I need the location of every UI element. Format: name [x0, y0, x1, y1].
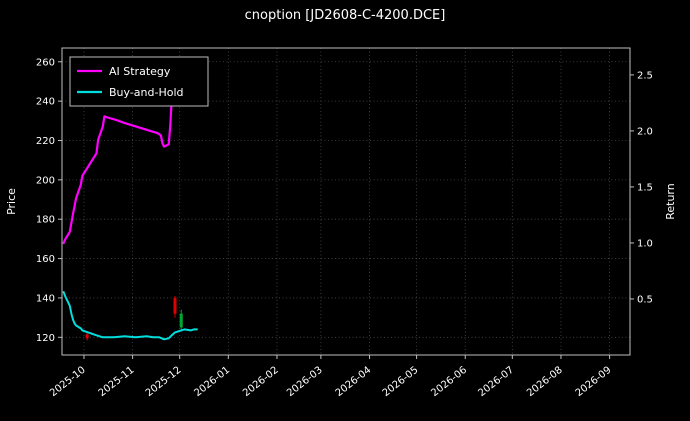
plot-border: [61, 47, 631, 356]
legend-item: Buy-and-Hold: [77, 86, 184, 99]
y-tick-label-right: 0.5: [637, 294, 653, 305]
y-axis-label-left: Price: [5, 188, 18, 215]
y-tick-label-left: 140: [36, 293, 55, 304]
buy-signal-body: [179, 313, 183, 328]
y-axis-right: 0.5 1.0 1.5 2.0 2.5 Return: [630, 70, 677, 305]
y-tick-label-right: 1.5: [637, 182, 653, 193]
y-tick-label-left: 220: [36, 136, 55, 147]
y-tick-label-left: 120: [36, 333, 55, 344]
x-tick-label: 2026-04: [334, 365, 374, 399]
x-tick-label: 2026-09: [574, 365, 614, 399]
sell-signal-body: [173, 297, 177, 314]
x-tick-label: 2025-12: [144, 365, 184, 399]
y-axis-left: 120 140 160 180 200 220 240 260 Price: [5, 57, 62, 344]
y-tick-label-left: 160: [36, 254, 55, 265]
legend-label: AI Strategy: [109, 65, 171, 78]
x-tick-label: 2026-02: [241, 365, 281, 399]
x-tick-label: 2026-03: [285, 365, 325, 399]
x-tick-label: 2026-07: [476, 365, 516, 399]
x-tick-label: 2026-01: [192, 365, 232, 399]
y-tick-label-right: 2.5: [637, 70, 653, 81]
x-tick-label: 2026-05: [381, 365, 421, 399]
legend-item: AI Strategy: [77, 65, 171, 78]
y-tick-label-right: 1.0: [637, 238, 653, 249]
series-buy-and-hold: [62, 291, 198, 341]
x-axis: 2025-10 2025-11 2025-12 2026-01 2026-02 2026-…: [48, 355, 613, 399]
y-tick-label-left: 240: [36, 97, 55, 108]
chart-title: cnoption [JD2608-C-4200.DCE]: [244, 8, 446, 23]
x-tick-label: 2026-06: [429, 365, 469, 399]
y-tick-label-right: 2.0: [637, 126, 653, 137]
x-tick-label: 2025-10: [48, 365, 88, 399]
legend: AI Strategy Buy-and-Hold: [69, 56, 209, 107]
legend-label: Buy-and-Hold: [109, 86, 184, 99]
sell-signal-body: [85, 334, 89, 339]
x-tick-label: 2025-11: [97, 365, 137, 399]
signal-markers: [85, 295, 183, 341]
gridlines: [62, 48, 630, 355]
legend-box: [69, 56, 209, 107]
y-tick-label-left: 200: [36, 175, 55, 186]
y-tick-label-left: 260: [36, 57, 55, 68]
y-tick-label-left: 180: [36, 215, 55, 226]
y-axis-label-right: Return: [664, 183, 677, 220]
x-tick-label: 2026-08: [525, 365, 565, 399]
